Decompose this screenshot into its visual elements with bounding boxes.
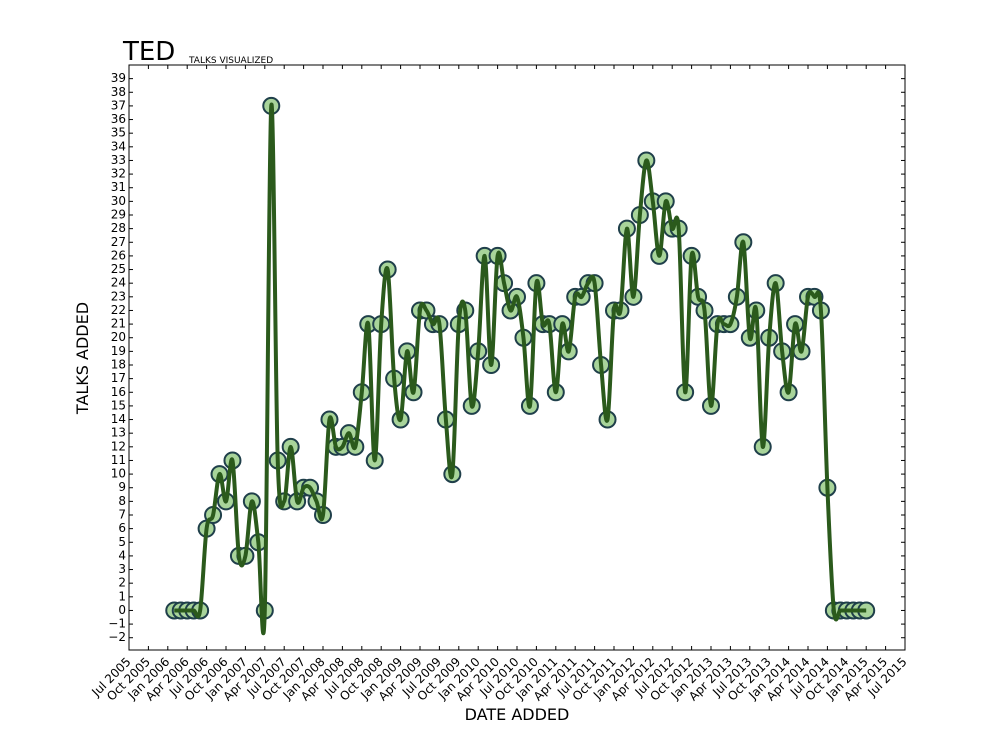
y-tick-label: −1	[108, 617, 126, 631]
y-tick-label: 7	[118, 508, 126, 522]
y-tick-label: 13	[111, 426, 126, 440]
y-tick-label: 37	[111, 98, 126, 112]
data-line	[174, 102, 867, 636]
y-tick-label: 32	[111, 167, 126, 181]
y-tick-label: 22	[111, 303, 126, 317]
y-axis-label: TALKS ADDED	[73, 302, 92, 415]
y-tick-label: 28	[111, 221, 126, 235]
y-tick-label: 16	[111, 385, 126, 399]
y-tick-label: 15	[111, 398, 126, 412]
y-tick-label: −2	[108, 630, 126, 644]
y-tick-label: 1	[118, 589, 126, 603]
y-tick-label: 26	[111, 248, 126, 262]
y-tick-label: 23	[111, 289, 126, 303]
y-tick-label: 38	[111, 85, 126, 99]
y-tick-label: 10	[111, 467, 126, 481]
y-tick-label: 4	[118, 548, 126, 562]
y-tick-label: 27	[111, 235, 126, 249]
y-tick-label: 39	[111, 71, 126, 85]
y-tick-label: 25	[111, 262, 126, 276]
y-tick-label: 36	[111, 112, 126, 126]
y-tick-label: 12	[111, 439, 126, 453]
y-tick-label: 35	[111, 126, 126, 140]
y-tick-label: 29	[111, 208, 126, 222]
y-tick-label: 20	[111, 330, 126, 344]
y-tick-label: 11	[111, 453, 126, 467]
y-tick-label: 21	[111, 317, 126, 331]
y-tick-label: 24	[111, 276, 126, 290]
y-tick-label: 34	[111, 139, 126, 153]
y-tick-label: 0	[118, 603, 126, 617]
y-tick-label: 8	[118, 494, 126, 508]
y-tick-label: 31	[111, 180, 126, 194]
y-tick-label: 3	[118, 562, 126, 576]
y-tick-label: 5	[118, 535, 126, 549]
y-tick-label: 30	[111, 194, 126, 208]
y-tick-label: 2	[118, 576, 126, 590]
y-tick-label: 18	[111, 358, 126, 372]
chart-title: TED	[122, 37, 175, 67]
y-tick-label: 17	[111, 371, 126, 385]
y-tick-label: 6	[118, 521, 126, 535]
y-tick-label: 14	[111, 412, 126, 426]
y-tick-label: 19	[111, 344, 126, 358]
y-tick-label: 9	[118, 480, 126, 494]
x-axis-label: DATE ADDED	[465, 705, 570, 724]
chart-subtitle: TALKS VISUALIZED	[188, 56, 273, 66]
y-tick-label: 33	[111, 153, 126, 167]
